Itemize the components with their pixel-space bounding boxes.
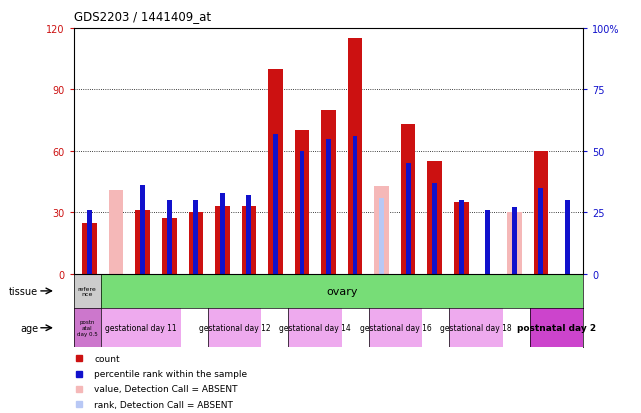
Bar (162, 219, 176, 274)
Bar (208, 309, 262, 348)
Bar (406, 164, 410, 274)
Text: value, Detection Call = ABSENT: value, Detection Call = ABSENT (94, 385, 238, 394)
Text: ovary: ovary (326, 286, 358, 296)
Text: rank, Detection Call = ABSENT: rank, Detection Call = ABSENT (94, 400, 233, 409)
Text: gestational day 16: gestational day 16 (360, 323, 431, 332)
Bar (299, 152, 304, 274)
Bar (485, 210, 490, 274)
Text: gestational day 12: gestational day 12 (199, 323, 271, 332)
Bar (538, 188, 543, 274)
Text: gestational day 14: gestational day 14 (279, 323, 351, 332)
Bar (109, 190, 124, 274)
Bar (529, 309, 583, 348)
Bar (449, 309, 503, 348)
Text: gestational day 18: gestational day 18 (440, 323, 512, 332)
Bar (432, 183, 437, 274)
Bar (353, 137, 358, 274)
Bar (87, 210, 92, 274)
Bar (247, 196, 251, 274)
Text: postnatal day 2: postnatal day 2 (517, 323, 596, 332)
Bar (74, 309, 101, 348)
Bar (321, 111, 336, 274)
Bar (288, 309, 342, 348)
Bar (74, 274, 101, 309)
Text: age: age (20, 323, 38, 333)
Bar (194, 200, 198, 274)
Bar (101, 309, 181, 348)
Bar (268, 70, 283, 274)
Text: gestational day 11: gestational day 11 (105, 323, 176, 332)
Bar (215, 206, 229, 274)
Bar (428, 162, 442, 274)
Bar (188, 213, 203, 274)
Bar (379, 198, 384, 274)
Bar (512, 208, 517, 274)
Bar (401, 125, 415, 274)
Bar (242, 206, 256, 274)
Bar (167, 200, 172, 274)
Bar (220, 193, 225, 274)
Bar (369, 309, 422, 348)
Text: GDS2203 / 1441409_at: GDS2203 / 1441409_at (74, 10, 211, 23)
Bar (374, 186, 389, 274)
Text: refere
nce: refere nce (78, 286, 97, 297)
Bar (295, 131, 309, 274)
Bar (326, 139, 331, 274)
Bar (135, 211, 150, 274)
Bar (348, 39, 362, 274)
Bar (273, 134, 278, 274)
Bar (459, 200, 463, 274)
Text: tissue: tissue (9, 286, 38, 296)
Text: postn
atal
day 0.5: postn atal day 0.5 (77, 320, 97, 336)
Bar (140, 186, 145, 274)
Bar (565, 200, 570, 274)
Bar (454, 202, 469, 274)
Text: percentile rank within the sample: percentile rank within the sample (94, 369, 247, 378)
Bar (533, 152, 548, 274)
Bar (507, 213, 522, 274)
Bar (82, 223, 97, 274)
Text: count: count (94, 354, 120, 363)
